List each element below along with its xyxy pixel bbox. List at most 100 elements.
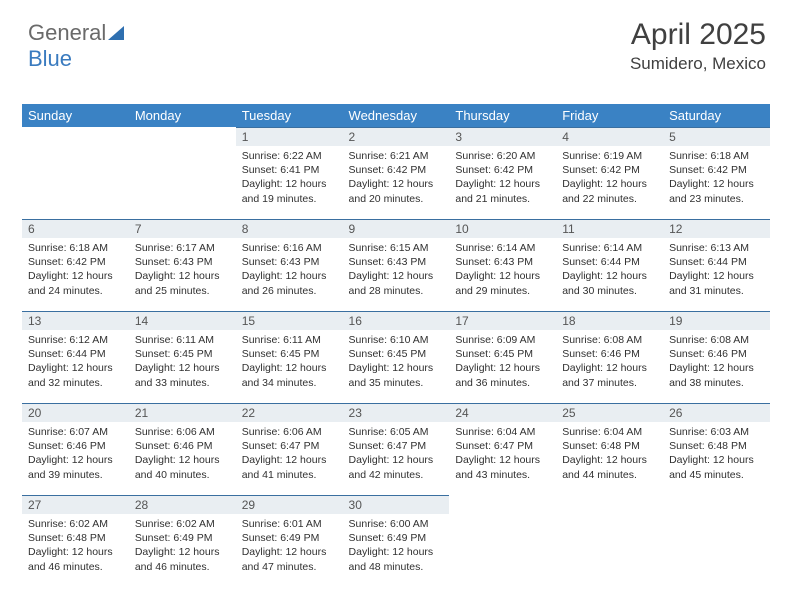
day-details: Sunrise: 6:16 AMSunset: 6:43 PMDaylight:…	[236, 238, 343, 302]
weekday-header: Sunday	[22, 104, 129, 127]
day-number: 11	[556, 219, 663, 238]
day-details: Sunrise: 6:14 AMSunset: 6:44 PMDaylight:…	[556, 238, 663, 302]
calendar-day-cell: 11Sunrise: 6:14 AMSunset: 6:44 PMDayligh…	[556, 219, 663, 311]
sunset-text: Sunset: 6:42 PM	[349, 163, 444, 177]
calendar-day-cell: 30Sunrise: 6:00 AMSunset: 6:49 PMDayligh…	[343, 495, 450, 587]
daylight-text: Daylight: 12 hours and 43 minutes.	[455, 453, 550, 481]
daylight-text: Daylight: 12 hours and 31 minutes.	[669, 269, 764, 297]
day-number: 21	[129, 403, 236, 422]
day-details: Sunrise: 6:18 AMSunset: 6:42 PMDaylight:…	[663, 146, 770, 210]
calendar-day-cell: 1Sunrise: 6:22 AMSunset: 6:41 PMDaylight…	[236, 127, 343, 219]
calendar-week-row: 13Sunrise: 6:12 AMSunset: 6:44 PMDayligh…	[22, 311, 770, 403]
day-number: 12	[663, 219, 770, 238]
calendar-day-cell: 23Sunrise: 6:05 AMSunset: 6:47 PMDayligh…	[343, 403, 450, 495]
sunrise-text: Sunrise: 6:21 AM	[349, 149, 444, 163]
sunrise-text: Sunrise: 6:08 AM	[669, 333, 764, 347]
sunrise-text: Sunrise: 6:10 AM	[349, 333, 444, 347]
calendar-day-cell: 17Sunrise: 6:09 AMSunset: 6:45 PMDayligh…	[449, 311, 556, 403]
sunset-text: Sunset: 6:48 PM	[562, 439, 657, 453]
sunset-text: Sunset: 6:41 PM	[242, 163, 337, 177]
daylight-text: Daylight: 12 hours and 46 minutes.	[135, 545, 230, 573]
sunset-text: Sunset: 6:44 PM	[669, 255, 764, 269]
day-number: 14	[129, 311, 236, 330]
day-number: 20	[22, 403, 129, 422]
day-details: Sunrise: 6:08 AMSunset: 6:46 PMDaylight:…	[663, 330, 770, 394]
sunset-text: Sunset: 6:48 PM	[28, 531, 123, 545]
day-details: Sunrise: 6:17 AMSunset: 6:43 PMDaylight:…	[129, 238, 236, 302]
daylight-text: Daylight: 12 hours and 33 minutes.	[135, 361, 230, 389]
daylight-text: Daylight: 12 hours and 37 minutes.	[562, 361, 657, 389]
brand-logo: General Blue	[28, 20, 126, 72]
day-details: Sunrise: 6:00 AMSunset: 6:49 PMDaylight:…	[343, 514, 450, 578]
sunrise-text: Sunrise: 6:00 AM	[349, 517, 444, 531]
sunset-text: Sunset: 6:47 PM	[242, 439, 337, 453]
sunset-text: Sunset: 6:43 PM	[242, 255, 337, 269]
daylight-text: Daylight: 12 hours and 32 minutes.	[28, 361, 123, 389]
weekday-header: Wednesday	[343, 104, 450, 127]
day-number: 3	[449, 127, 556, 146]
sunrise-text: Sunrise: 6:04 AM	[562, 425, 657, 439]
day-number: 10	[449, 219, 556, 238]
sunrise-text: Sunrise: 6:11 AM	[135, 333, 230, 347]
sunrise-text: Sunrise: 6:12 AM	[28, 333, 123, 347]
calendar-day-cell: 14Sunrise: 6:11 AMSunset: 6:45 PMDayligh…	[129, 311, 236, 403]
sunset-text: Sunset: 6:46 PM	[669, 347, 764, 361]
sunrise-text: Sunrise: 6:13 AM	[669, 241, 764, 255]
daylight-text: Daylight: 12 hours and 36 minutes.	[455, 361, 550, 389]
calendar-day-cell: 7Sunrise: 6:17 AMSunset: 6:43 PMDaylight…	[129, 219, 236, 311]
day-details: Sunrise: 6:04 AMSunset: 6:48 PMDaylight:…	[556, 422, 663, 486]
calendar-day-cell: 16Sunrise: 6:10 AMSunset: 6:45 PMDayligh…	[343, 311, 450, 403]
day-number: 8	[236, 219, 343, 238]
calendar-day-cell: 3Sunrise: 6:20 AMSunset: 6:42 PMDaylight…	[449, 127, 556, 219]
day-number: 25	[556, 403, 663, 422]
sunset-text: Sunset: 6:48 PM	[669, 439, 764, 453]
day-details: Sunrise: 6:10 AMSunset: 6:45 PMDaylight:…	[343, 330, 450, 394]
calendar-day-cell: 29Sunrise: 6:01 AMSunset: 6:49 PMDayligh…	[236, 495, 343, 587]
daylight-text: Daylight: 12 hours and 47 minutes.	[242, 545, 337, 573]
day-details: Sunrise: 6:08 AMSunset: 6:46 PMDaylight:…	[556, 330, 663, 394]
day-details: Sunrise: 6:19 AMSunset: 6:42 PMDaylight:…	[556, 146, 663, 210]
day-details: Sunrise: 6:02 AMSunset: 6:49 PMDaylight:…	[129, 514, 236, 578]
calendar-day-cell: 27Sunrise: 6:02 AMSunset: 6:48 PMDayligh…	[22, 495, 129, 587]
weekday-header: Friday	[556, 104, 663, 127]
calendar-week-row: 6Sunrise: 6:18 AMSunset: 6:42 PMDaylight…	[22, 219, 770, 311]
sunset-text: Sunset: 6:42 PM	[28, 255, 123, 269]
day-details: Sunrise: 6:09 AMSunset: 6:45 PMDaylight:…	[449, 330, 556, 394]
day-number: 4	[556, 127, 663, 146]
day-number: 18	[556, 311, 663, 330]
day-number: 22	[236, 403, 343, 422]
sunrise-text: Sunrise: 6:16 AM	[242, 241, 337, 255]
weekday-header: Thursday	[449, 104, 556, 127]
calendar-day-cell: 25Sunrise: 6:04 AMSunset: 6:48 PMDayligh…	[556, 403, 663, 495]
daylight-text: Daylight: 12 hours and 29 minutes.	[455, 269, 550, 297]
day-number: 30	[343, 495, 450, 514]
day-details: Sunrise: 6:06 AMSunset: 6:47 PMDaylight:…	[236, 422, 343, 486]
day-number: 17	[449, 311, 556, 330]
day-number: 19	[663, 311, 770, 330]
calendar-day-cell: 26Sunrise: 6:03 AMSunset: 6:48 PMDayligh…	[663, 403, 770, 495]
day-details: Sunrise: 6:13 AMSunset: 6:44 PMDaylight:…	[663, 238, 770, 302]
day-details: Sunrise: 6:22 AMSunset: 6:41 PMDaylight:…	[236, 146, 343, 210]
sunset-text: Sunset: 6:46 PM	[28, 439, 123, 453]
sunrise-text: Sunrise: 6:08 AM	[562, 333, 657, 347]
calendar-day-cell: 24Sunrise: 6:04 AMSunset: 6:47 PMDayligh…	[449, 403, 556, 495]
day-number: 15	[236, 311, 343, 330]
sunrise-text: Sunrise: 6:05 AM	[349, 425, 444, 439]
day-details: Sunrise: 6:11 AMSunset: 6:45 PMDaylight:…	[129, 330, 236, 394]
page-header: April 2025 Sumidero, Mexico	[630, 18, 766, 74]
calendar-day-cell: 9Sunrise: 6:15 AMSunset: 6:43 PMDaylight…	[343, 219, 450, 311]
sunrise-text: Sunrise: 6:18 AM	[669, 149, 764, 163]
day-number: 7	[129, 219, 236, 238]
day-details: Sunrise: 6:04 AMSunset: 6:47 PMDaylight:…	[449, 422, 556, 486]
sunrise-text: Sunrise: 6:15 AM	[349, 241, 444, 255]
day-details: Sunrise: 6:12 AMSunset: 6:44 PMDaylight:…	[22, 330, 129, 394]
day-details: Sunrise: 6:02 AMSunset: 6:48 PMDaylight:…	[22, 514, 129, 578]
daylight-text: Daylight: 12 hours and 41 minutes.	[242, 453, 337, 481]
sunset-text: Sunset: 6:43 PM	[135, 255, 230, 269]
location-label: Sumidero, Mexico	[630, 54, 766, 74]
day-number: 24	[449, 403, 556, 422]
daylight-text: Daylight: 12 hours and 38 minutes.	[669, 361, 764, 389]
day-details: Sunrise: 6:11 AMSunset: 6:45 PMDaylight:…	[236, 330, 343, 394]
sunrise-text: Sunrise: 6:11 AM	[242, 333, 337, 347]
daylight-text: Daylight: 12 hours and 28 minutes.	[349, 269, 444, 297]
